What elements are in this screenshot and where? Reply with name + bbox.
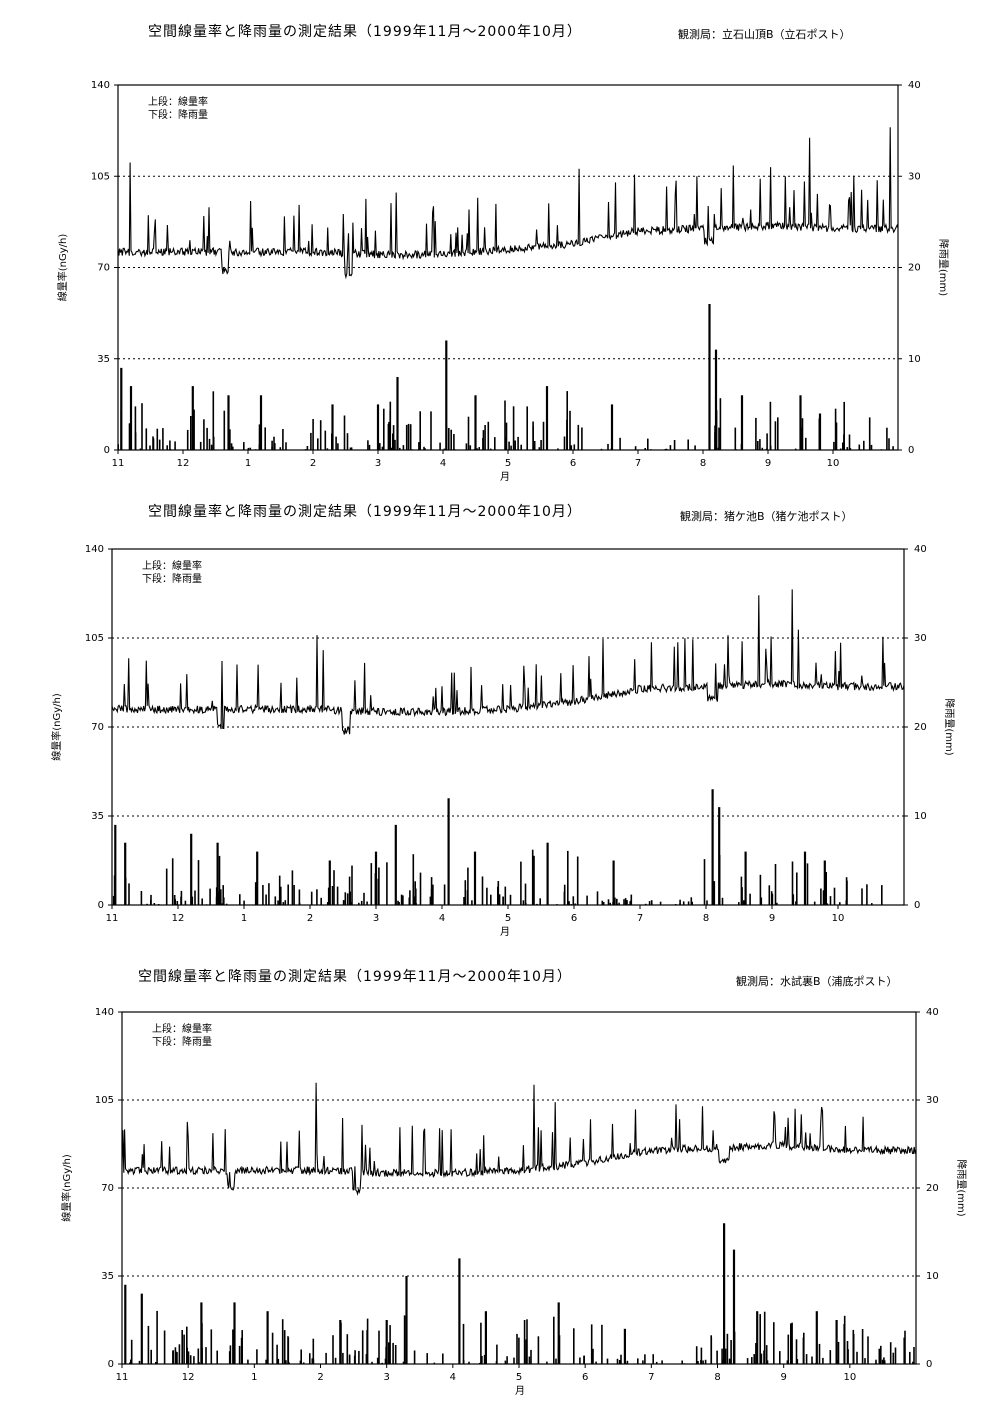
x-tick-label: 11: [106, 913, 119, 924]
x-tick-label: 5: [505, 458, 511, 469]
x-tick-label: 10: [843, 1372, 856, 1383]
x-axis-label: 月: [500, 926, 510, 938]
y-left-tick-label: 35: [97, 354, 110, 365]
x-tick-label: 11: [112, 458, 125, 469]
y-left-axis-label: 線量率(nGy/h): [50, 693, 63, 761]
y-left-tick-label: 140: [91, 80, 110, 91]
chart-title: 空間線量率と降雨量の測定結果（1999年11月～2000年10月）: [148, 504, 582, 520]
legend-entry: 上段：線量率: [148, 95, 208, 108]
y-left-tick-label: 140: [95, 1007, 114, 1018]
x-tick-label: 8: [714, 1372, 720, 1383]
rainfall-bars: [124, 1223, 915, 1364]
y-right-tick-label: 0: [926, 1359, 932, 1370]
y-left-tick-label: 0: [104, 445, 110, 456]
y-right-tick-label: 10: [926, 1271, 939, 1282]
x-axis-label: 月: [515, 1385, 525, 1397]
x-tick-label: 2: [307, 913, 313, 924]
x-tick-label: 3: [383, 1372, 389, 1383]
y-right-tick-label: 0: [908, 445, 914, 456]
x-tick-label: 3: [373, 913, 379, 924]
y-right-axis-label: 降雨量(mm): [943, 698, 956, 755]
x-tick-label: 1: [241, 913, 247, 924]
chart-title: 空間線量率と降雨量の測定結果（1999年11月～2000年10月）: [148, 24, 582, 40]
x-tick-label: 9: [780, 1372, 786, 1383]
x-tick-label: 6: [570, 458, 576, 469]
x-tick-label: 9: [769, 913, 775, 924]
y-left-tick-label: 35: [91, 811, 104, 822]
y-left-tick-label: 140: [85, 544, 104, 555]
y-right-tick-label: 20: [926, 1183, 939, 1194]
station-label: 観測局：水試裏B（浦底ポスト）: [736, 975, 898, 988]
x-tick-label: 4: [450, 1372, 456, 1383]
x-tick-label: 5: [505, 913, 511, 924]
rainfall-bars: [117, 304, 894, 450]
x-tick-label: 12: [177, 458, 190, 469]
station-label: 観測局：立石山頂B（立石ポスト）: [678, 28, 851, 41]
x-tick-label: 6: [582, 1372, 588, 1383]
y-left-tick-label: 70: [91, 722, 104, 733]
x-axis-label: 月: [500, 471, 510, 483]
legend-entry: 下段：降雨量: [142, 572, 202, 585]
y-right-tick-label: 40: [926, 1007, 939, 1018]
y-left-tick-label: 0: [108, 1359, 114, 1370]
y-left-tick-label: 35: [101, 1271, 114, 1282]
y-right-tick-label: 40: [914, 544, 927, 555]
chart-panel-1: 空間線量率と降雨量の測定結果（1999年11月～2000年10月） 観測局：立石山…: [0, 0, 1000, 483]
x-tick-label: 8: [703, 913, 709, 924]
rainfall-bars: [112, 789, 885, 905]
dose-rate-line: [117, 127, 899, 280]
legend-entry: 下段：降雨量: [152, 1035, 212, 1048]
x-tick-label: 7: [637, 913, 643, 924]
y-right-tick-label: 30: [908, 171, 921, 182]
x-tick-label: 4: [440, 458, 446, 469]
y-left-axis-label: 線量率(nGy/h): [56, 234, 69, 302]
x-tick-label: 8: [700, 458, 706, 469]
legend-entry: 上段：線量率: [152, 1022, 212, 1035]
y-right-tick-label: 20: [914, 722, 927, 733]
y-right-tick-label: 10: [914, 811, 927, 822]
dose-rate-line: [111, 589, 905, 735]
y-left-tick-label: 70: [97, 263, 110, 274]
x-tick-label: 1: [245, 458, 251, 469]
x-tick-label: 5: [516, 1372, 522, 1383]
y-left-tick-label: 70: [101, 1183, 114, 1194]
y-right-tick-label: 30: [926, 1095, 939, 1106]
y-right-tick-label: 20: [908, 263, 921, 274]
y-left-tick-label: 105: [91, 171, 110, 182]
y-left-tick-label: 105: [85, 633, 104, 644]
x-tick-label: 9: [765, 458, 771, 469]
x-tick-label: 3: [375, 458, 381, 469]
y-right-axis-label: 降雨量(mm): [937, 239, 950, 296]
x-tick-label: 11: [116, 1372, 129, 1383]
y-right-tick-label: 0: [914, 900, 920, 911]
x-tick-label: 7: [635, 458, 641, 469]
station-label: 観測局：猪ケ池B（猪ケ池ポスト）: [680, 510, 853, 523]
chart-title: 空間線量率と降雨量の測定結果（1999年11月～2000年10月）: [138, 969, 572, 985]
x-tick-label: 6: [571, 913, 577, 924]
y-right-tick-label: 40: [908, 80, 921, 91]
x-tick-label: 10: [827, 458, 840, 469]
chart-panel-2: 空間線量率と降雨量の測定結果（1999年11月～2000年10月） 観測局：猪ケ池…: [0, 470, 1000, 940]
x-tick-label: 12: [172, 913, 185, 924]
dose-rate-line: [121, 1082, 917, 1197]
x-tick-label: 4: [439, 913, 445, 924]
y-left-tick-label: 0: [98, 900, 104, 911]
x-tick-label: 2: [317, 1372, 323, 1383]
y-left-axis-label: 線量率(nGy/h): [60, 1154, 73, 1222]
y-right-axis-label: 降雨量(mm): [955, 1159, 968, 1216]
x-tick-label: 2: [310, 458, 316, 469]
legend-entry: 上段：線量率: [142, 559, 202, 572]
y-left-tick-label: 105: [95, 1095, 114, 1106]
x-tick-label: 12: [182, 1372, 195, 1383]
x-tick-label: 10: [832, 913, 845, 924]
chart-panel-3: 空間線量率と降雨量の測定結果（1999年11月～2000年10月） 観測局：水試裏…: [0, 940, 1000, 1410]
y-right-tick-label: 30: [914, 633, 927, 644]
x-tick-label: 7: [648, 1372, 654, 1383]
x-tick-label: 1: [251, 1372, 257, 1383]
legend-entry: 下段：降雨量: [148, 108, 208, 121]
y-right-tick-label: 10: [908, 354, 921, 365]
